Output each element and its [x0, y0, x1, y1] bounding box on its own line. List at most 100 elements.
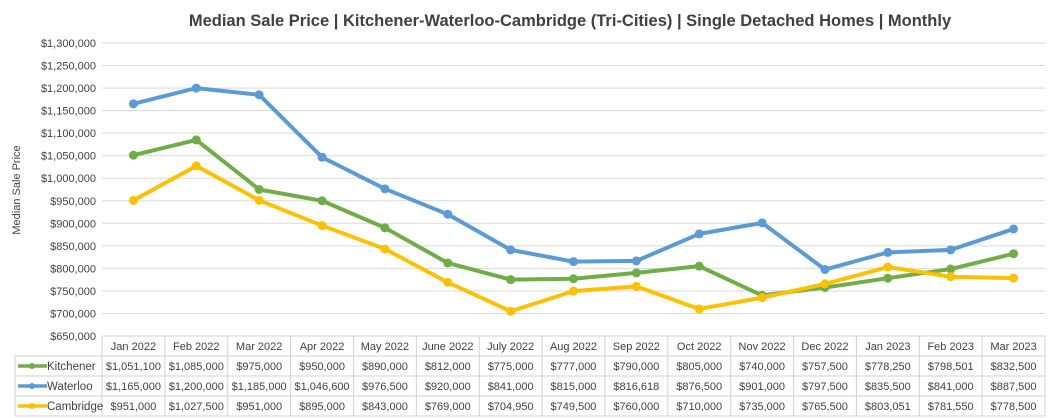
- data-point: [506, 275, 516, 285]
- data-point: [254, 185, 264, 194]
- table-cell: $781,550: [928, 401, 974, 413]
- table-cell: $895,000: [299, 401, 345, 413]
- table-cell: $778,250: [865, 361, 911, 373]
- x-tick-label: Sep 2022: [613, 341, 660, 353]
- x-tick-label: Jan 2023: [865, 341, 910, 353]
- data-point: [694, 261, 704, 271]
- x-tick-label: July 2022: [487, 341, 534, 353]
- data-point: [191, 161, 201, 171]
- table-cell: $775,000: [488, 361, 534, 373]
- data-point: [443, 209, 453, 219]
- y-tick-label: $850,000: [50, 241, 96, 253]
- table-cell: $1,046,600: [295, 381, 350, 393]
- table-cell: $835,500: [865, 381, 911, 393]
- data-point: [946, 245, 956, 255]
- table-cell: $778,500: [991, 401, 1037, 413]
- data-point: [820, 279, 830, 289]
- table-cell: $777,000: [551, 361, 597, 373]
- table-cell: $790,000: [613, 361, 659, 373]
- data-point: [1009, 273, 1019, 283]
- data-point: [191, 83, 201, 93]
- table-cell: $975,000: [236, 361, 282, 373]
- series-line: [132, 86, 1015, 272]
- y-tick-label: $700,000: [50, 308, 96, 320]
- table-cell: $1,200,000: [169, 381, 224, 393]
- y-tick-label: $750,000: [50, 286, 96, 298]
- table-cell: $1,051,100: [106, 361, 161, 373]
- table-cell: $710,000: [676, 401, 722, 413]
- series-line: [132, 137, 1015, 298]
- table-cell: $797,500: [802, 381, 848, 393]
- data-point: [883, 273, 893, 283]
- table-cell: $951,000: [236, 401, 282, 413]
- data-point: [128, 195, 138, 205]
- data-point: [631, 268, 641, 278]
- x-tick-label: Nov 2022: [739, 341, 786, 353]
- table-cell: $976,500: [362, 381, 408, 393]
- table-cell: $841,000: [488, 381, 534, 393]
- y-tick-label: $1,200,000: [41, 83, 96, 95]
- data-point: [317, 221, 327, 231]
- data-point: [443, 277, 453, 287]
- series-waterloo: [128, 83, 1019, 275]
- table-cell: $815,000: [551, 381, 597, 393]
- table-cell: $765,500: [802, 401, 848, 413]
- data-point: [380, 223, 390, 233]
- x-tick-label: Feb 2022: [173, 341, 219, 353]
- table-cell: $890,000: [362, 361, 408, 373]
- x-tick-label: Aug 2022: [550, 341, 597, 353]
- data-point: [694, 229, 704, 239]
- data-point: [883, 247, 893, 257]
- x-tick-label: Dec 2022: [801, 341, 848, 353]
- y-tick-label: $800,000: [50, 263, 96, 275]
- x-tick-label: June 2022: [422, 341, 473, 353]
- table-cell: $1,165,000: [106, 381, 161, 393]
- x-tick-label: Oct 2022: [677, 341, 722, 353]
- y-tick-label: $1,000,000: [41, 173, 96, 185]
- series-cambridge: [128, 161, 1019, 316]
- table-cell: $841,000: [928, 381, 974, 393]
- y-tick-label: $1,150,000: [41, 106, 96, 118]
- legend-label-kitchener: Kitchener: [47, 361, 96, 373]
- table-cell: $843,000: [362, 401, 408, 413]
- legend-marker: [29, 383, 35, 389]
- y-tick-label: $1,250,000: [41, 61, 96, 73]
- table-cell: $832,500: [991, 361, 1037, 373]
- data-point: [946, 272, 956, 282]
- legend-label-cambridge: Cambridge: [47, 401, 103, 413]
- data-point: [820, 265, 830, 275]
- table-cell: $951,000: [110, 401, 156, 413]
- data-point: [254, 90, 264, 100]
- table-cell: $876,500: [676, 381, 722, 393]
- y-tick-label: $650,000: [50, 331, 96, 343]
- y-tick-label: $1,100,000: [41, 128, 96, 140]
- table-cell: $769,000: [425, 401, 471, 413]
- table-cell: $749,500: [551, 401, 597, 413]
- legend-marker: [29, 403, 35, 409]
- x-tick-label: Apr 2022: [300, 341, 345, 353]
- table-cell: $901,000: [739, 381, 785, 393]
- data-point: [883, 262, 893, 272]
- table-cell: $805,000: [676, 361, 722, 373]
- data-point: [569, 286, 578, 296]
- data-point: [317, 152, 327, 162]
- table-cell: $1,185,000: [232, 381, 287, 393]
- y-tick-label: $1,050,000: [41, 151, 96, 163]
- table-cell: $704,950: [488, 401, 534, 413]
- table-cell: $803,051: [865, 401, 911, 413]
- data-point: [946, 264, 956, 274]
- table-cell: $887,500: [991, 381, 1037, 393]
- data-point: [694, 304, 704, 314]
- y-tick-label: $1,300,000: [41, 38, 96, 50]
- table-cell: $816,618: [613, 381, 659, 393]
- data-point: [1009, 224, 1019, 234]
- data-point: [443, 258, 453, 268]
- data-point: [128, 99, 138, 109]
- table-cell: $760,000: [613, 401, 659, 413]
- data-point: [191, 135, 201, 145]
- data-point: [506, 245, 516, 255]
- table-cell: $1,027,500: [169, 401, 224, 413]
- x-tick-label: May 2022: [361, 341, 409, 353]
- x-tick-label: Mar 2023: [990, 341, 1036, 353]
